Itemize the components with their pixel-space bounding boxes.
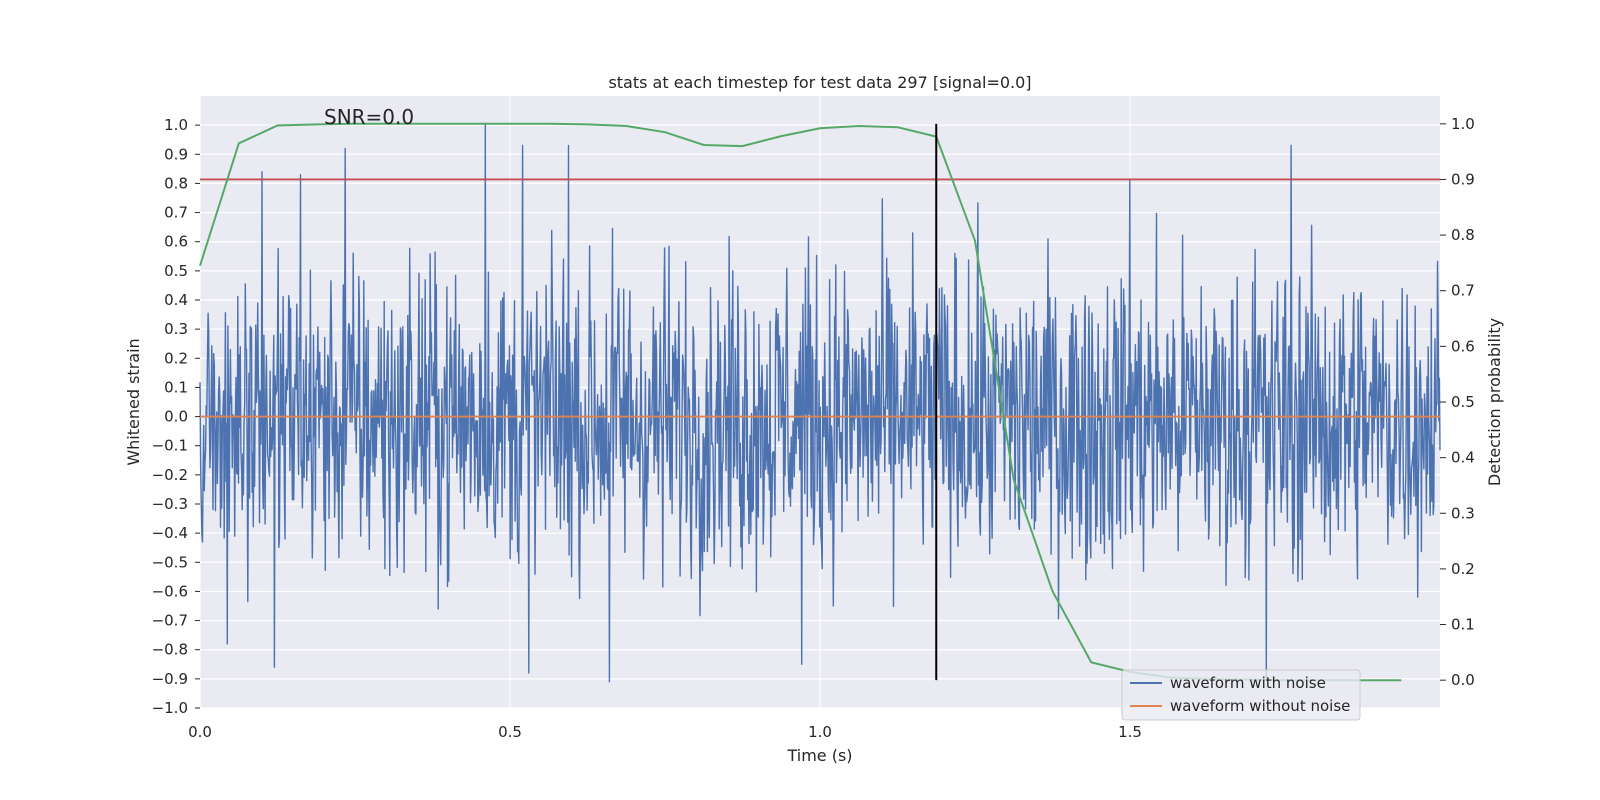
y-tick-label: −0.8	[152, 641, 188, 659]
y2-tick-label: 0.6	[1451, 337, 1475, 355]
legend-label-waveform-with-noise: waveform with noise	[1170, 674, 1326, 692]
x-tick-label: 0.5	[498, 723, 522, 741]
series-waveform-with-noise	[199, 124, 1441, 683]
y-tick-label: 0.8	[164, 174, 188, 192]
y-tick-label: −0.2	[152, 466, 188, 484]
y2-tick-label: 1.0	[1451, 115, 1475, 133]
y2-axis-label: Detection probability	[1485, 318, 1504, 486]
axis-ticks: 0.0 0.5 1.0 1.5 1.0 0.9 0.8 0.7 0.6 0.5 0.4 0.3 0.2 0…	[152, 115, 1475, 741]
x-axis-label: Time (s)	[786, 746, 852, 765]
y2-tick-label: 0.3	[1451, 504, 1475, 522]
y2-tick-label: 0.0	[1451, 671, 1475, 689]
y-tick-label: 0.7	[164, 204, 188, 222]
y-tick-label: −0.4	[152, 524, 188, 542]
y2-tick-label: 0.4	[1451, 449, 1475, 467]
y-tick-label: 0.4	[164, 291, 188, 309]
legend-box	[1121, 669, 1361, 721]
y-tick-label: 1.0	[164, 116, 188, 134]
y-tick-label: 0.0	[164, 408, 188, 426]
y-axis-label: Whitened strain	[124, 338, 143, 465]
y-tick-label: −0.1	[152, 437, 188, 455]
y-tick-label: 0.3	[164, 320, 188, 338]
chart-title: stats at each timestep for test data 297…	[608, 73, 1031, 92]
y-tick-label: 0.1	[164, 378, 188, 396]
legend: waveform with noise waveform without noi…	[1121, 669, 1361, 721]
x-tick-label: 1.5	[1118, 723, 1142, 741]
y-tick-label: −0.7	[152, 612, 188, 630]
y-tick-label: 0.9	[164, 145, 188, 163]
x-tick-label: 0.0	[188, 723, 212, 741]
y-tick-label: 0.6	[164, 233, 188, 251]
x-tick-label: 1.0	[808, 723, 832, 741]
y-tick-label: −1.0	[152, 699, 188, 717]
snr-annotation: SNR=0.0	[324, 105, 414, 129]
y2-tick-label: 0.9	[1451, 170, 1475, 188]
y-tick-label: 0.2	[164, 349, 188, 367]
y-tick-label: −0.6	[152, 582, 188, 600]
legend-label-waveform-without-noise: waveform without noise	[1170, 697, 1350, 715]
y2-tick-label: 0.1	[1451, 616, 1475, 634]
y-tick-label: −0.3	[152, 495, 188, 513]
y-tick-label: −0.9	[152, 670, 188, 688]
y2-tick-label: 0.8	[1451, 226, 1475, 244]
y-tick-label: 0.5	[164, 262, 188, 280]
y2-tick-label: 0.2	[1451, 560, 1475, 578]
y-tick-label: −0.5	[152, 553, 188, 571]
y2-tick-label: 0.7	[1451, 282, 1475, 300]
waveform-with-noise-line	[199, 124, 1441, 683]
y2-tick-label: 0.5	[1451, 393, 1475, 411]
